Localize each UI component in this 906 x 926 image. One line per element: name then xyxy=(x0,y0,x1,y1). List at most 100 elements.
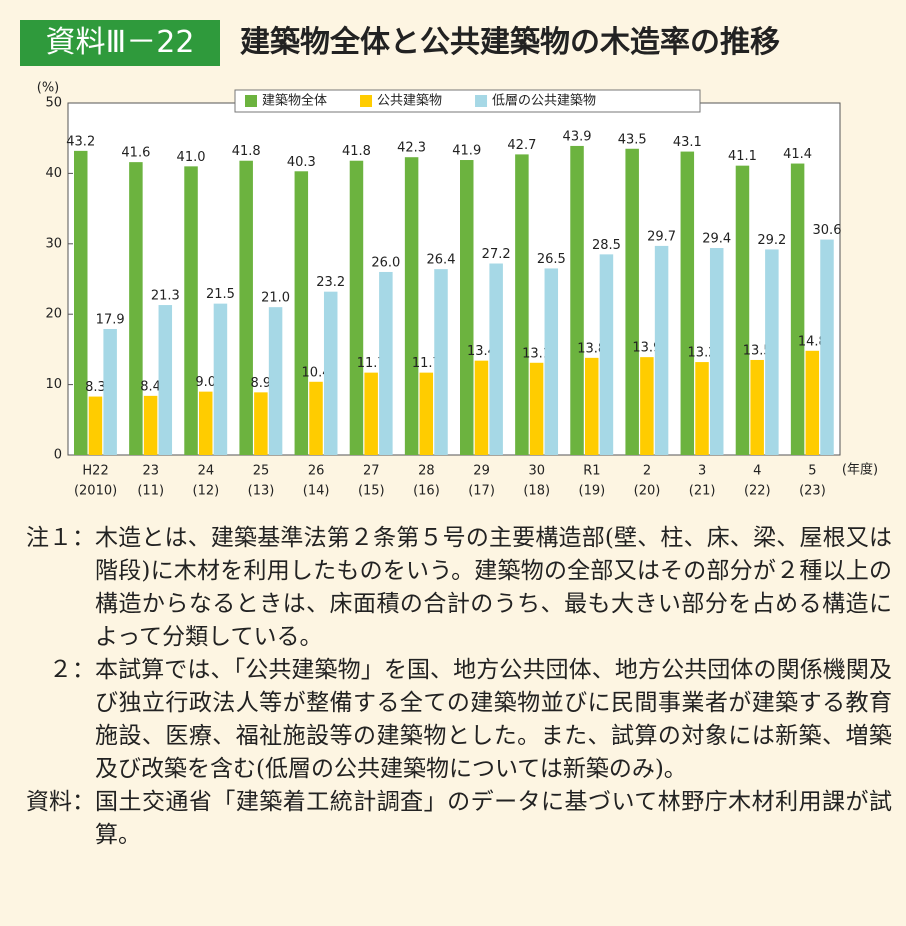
x-tick-label: 3 xyxy=(698,464,706,479)
x-tick-label: 25 xyxy=(253,464,270,479)
x-tick-label: 30 xyxy=(528,464,545,479)
value-label: 43.9 xyxy=(563,129,592,144)
y-tick-label: 10 xyxy=(45,377,62,392)
bar xyxy=(239,160,253,455)
bar xyxy=(820,239,834,455)
value-label: 13.1 xyxy=(522,346,551,361)
value-label: 42.3 xyxy=(397,141,426,156)
value-label: 43.1 xyxy=(673,135,702,150)
legend-swatch xyxy=(360,95,373,107)
value-label: 29.2 xyxy=(757,233,786,248)
value-label: 41.0 xyxy=(177,150,206,165)
legend-swatch xyxy=(475,95,488,107)
x-tick-label: 4 xyxy=(753,464,761,479)
x-tick-sublabel: (23) xyxy=(799,484,826,499)
bar xyxy=(765,249,779,455)
x-tick-label: 27 xyxy=(363,464,380,479)
value-label: 14.8 xyxy=(798,334,827,349)
bar xyxy=(158,305,173,455)
x-tick-sublabel: (17) xyxy=(468,484,495,499)
legend: 建築物全体 公共建築物 低層の公共建築物 xyxy=(234,89,701,113)
bar xyxy=(213,303,228,455)
x-tick-sublabel: (21) xyxy=(689,484,716,499)
value-label: 27.2 xyxy=(482,247,511,262)
x-tick-label: 2 xyxy=(643,464,651,479)
bar xyxy=(750,359,764,455)
x-tick-sublabel: (14) xyxy=(303,484,330,499)
bar xyxy=(268,307,283,455)
x-tick-sublabel: (11) xyxy=(137,484,164,499)
value-label: 17.9 xyxy=(96,312,125,327)
value-label: 43.5 xyxy=(618,132,647,147)
bar xyxy=(570,145,584,455)
bar xyxy=(680,151,695,456)
bar xyxy=(460,160,474,456)
bar xyxy=(419,372,434,455)
value-label: 29.4 xyxy=(702,232,731,247)
value-label: 42.7 xyxy=(507,138,536,153)
legend-swatch xyxy=(245,95,257,107)
bar xyxy=(529,362,544,455)
value-label: 11.7 xyxy=(412,356,441,371)
note-label: 注１： xyxy=(26,525,95,551)
x-tick-label: R1 xyxy=(583,464,600,479)
value-label: 13.9 xyxy=(632,341,661,356)
x-tick-sublabel: (22) xyxy=(744,484,771,499)
value-label: 41.1 xyxy=(728,149,757,164)
bar xyxy=(654,245,669,455)
value-label: 41.4 xyxy=(783,147,812,162)
bar xyxy=(515,154,529,455)
x-tick-sublabel: (15) xyxy=(358,484,385,499)
chart: (%) (年度) 0 10 20 30 40 50 建築物全体 公共建築物 低層の公共建築物 H22 (… xyxy=(37,81,878,499)
value-label: 41.8 xyxy=(342,144,371,159)
value-label: 13.8 xyxy=(577,341,606,356)
value-label: 13.2 xyxy=(688,346,717,361)
bar xyxy=(323,291,338,455)
x-tick-sublabel: (13) xyxy=(248,484,275,499)
y-tick-label: 0 xyxy=(54,448,62,463)
x-tick-sublabel: (12) xyxy=(193,484,220,499)
bar xyxy=(103,328,117,455)
x-unit: (年度) xyxy=(842,462,878,478)
value-label: 13.4 xyxy=(467,344,496,359)
value-label: 13.5 xyxy=(743,343,772,358)
note-label: 資料： xyxy=(26,789,95,815)
note-text: 本試算では、「公共建築物」を国、地方公共団体、地方公共団体の関係機関及び独立行政… xyxy=(95,657,892,782)
header-label: 資料Ⅲ－22 xyxy=(20,20,220,66)
y-tick-label: 30 xyxy=(45,236,62,251)
bar xyxy=(379,271,393,455)
value-label: 41.8 xyxy=(232,144,261,159)
x-tick-sublabel: (2010) xyxy=(74,484,117,499)
bar xyxy=(599,254,614,455)
x-tick-label: 5 xyxy=(808,464,816,479)
bar xyxy=(74,150,88,455)
value-label: 8.9 xyxy=(251,376,272,391)
x-tick-sublabel: (19) xyxy=(579,484,606,499)
value-label: 26.4 xyxy=(427,253,456,268)
bar xyxy=(640,357,654,455)
bar xyxy=(625,148,639,455)
x-tick-label: 23 xyxy=(142,464,159,479)
bar xyxy=(434,269,448,455)
y-tick-label: 40 xyxy=(45,166,62,181)
bar xyxy=(404,157,419,455)
value-label: 41.9 xyxy=(452,144,481,159)
bar xyxy=(129,162,143,456)
x-tick-label: H22 xyxy=(82,464,108,479)
value-label: 43.2 xyxy=(66,134,95,149)
note-text: 国土交通省「建築着工統計調査」のデータに基づいて林野庁木材利用課が試算。 xyxy=(95,789,892,848)
value-label: 8.4 xyxy=(140,379,161,394)
y-tick-label: 20 xyxy=(45,307,62,322)
note: 注１： 木造とは、建築基準法第２条第５号の主要構造部(壁、柱、床、梁、屋根又は階段… xyxy=(20,522,892,654)
bar xyxy=(790,163,805,455)
value-label: 9.0 xyxy=(195,375,216,390)
x-tick-sublabel: (16) xyxy=(413,484,440,499)
bar xyxy=(198,391,213,455)
bar xyxy=(349,160,364,455)
note: ２： 本試算では、「公共建築物」を国、地方公共団体、地方公共団体の関係機関及び独立… xyxy=(20,654,892,786)
bar xyxy=(474,360,489,455)
bar xyxy=(544,268,559,455)
value-label: 21.0 xyxy=(261,291,290,306)
value-label: 26.5 xyxy=(537,252,566,267)
bar xyxy=(143,395,158,455)
